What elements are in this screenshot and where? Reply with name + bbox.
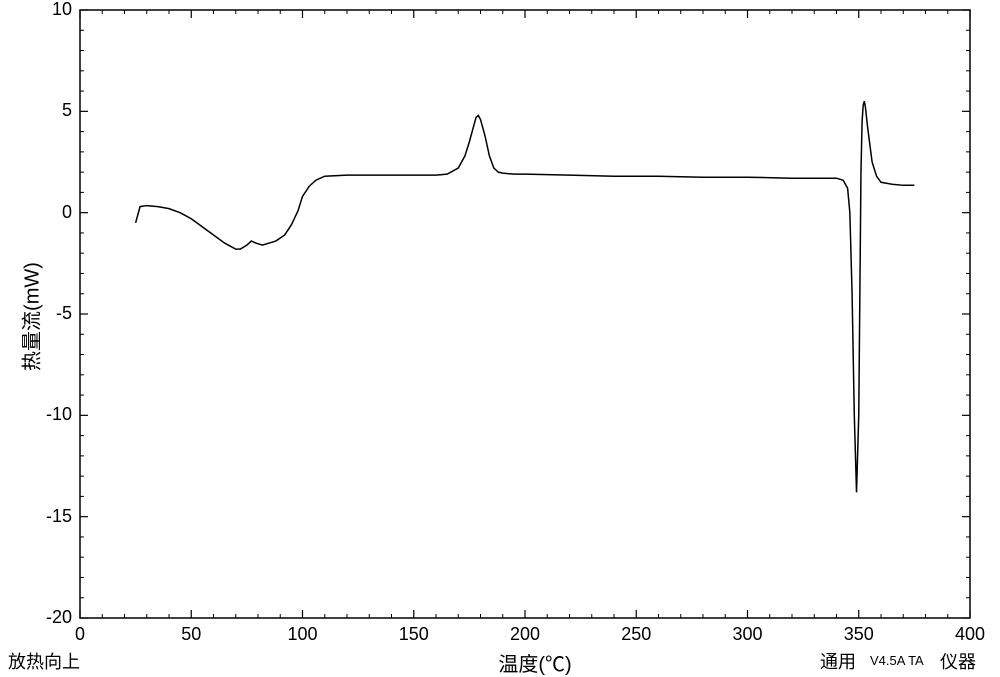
y-tick-label: 10 <box>32 0 72 20</box>
x-tick-label: 100 <box>283 624 323 645</box>
x-tick-label: 150 <box>394 624 434 645</box>
y-tick-label: 5 <box>32 100 72 121</box>
x-tick-label: 50 <box>171 624 211 645</box>
dsc-chart: 热量流(mW) 温度(℃) 放热向上 通用 V4.5A TA 仪器 050100… <box>0 0 1000 671</box>
y-tick-label: 0 <box>32 202 72 223</box>
instrument-label: 仪器 <box>940 648 976 674</box>
chart-svg <box>0 0 1000 671</box>
x-tick-label: 250 <box>616 624 656 645</box>
x-tick-label: 200 <box>505 624 545 645</box>
x-tick-label: 350 <box>839 624 879 645</box>
x-tick-label: 300 <box>728 624 768 645</box>
dsc-curve <box>136 101 915 492</box>
y-tick-label: -5 <box>32 303 72 324</box>
version-label: V4.5A TA <box>870 653 924 668</box>
y-tick-label: -15 <box>32 506 72 527</box>
exo-up-label: 放热向上 <box>8 648 80 674</box>
y-tick-label: -20 <box>32 607 72 628</box>
y-tick-label: -10 <box>32 404 72 425</box>
x-axis-label: 温度(℃) <box>485 648 585 677</box>
universal-label: 通用 <box>820 648 856 674</box>
x-tick-label: 400 <box>950 624 990 645</box>
